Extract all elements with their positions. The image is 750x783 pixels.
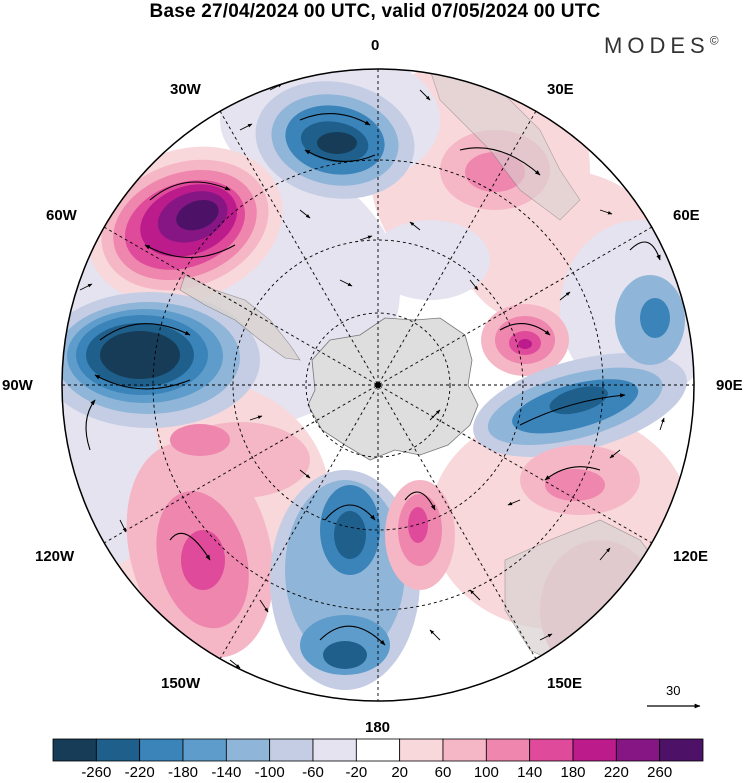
- logo-copyright-mark: ©: [709, 33, 719, 48]
- lon-label-120e: 120E: [673, 548, 709, 565]
- lon-label-120w: 120W: [35, 548, 75, 565]
- colorbar-tick-label: 220: [603, 764, 629, 781]
- south-pole-marker: [375, 382, 381, 388]
- colorbar-tick-label: 100: [473, 764, 499, 781]
- colorbar-swatch: [572, 738, 617, 762]
- colorbar-tick-label: -60: [302, 764, 324, 781]
- colorbar-tick-label: -140: [211, 764, 242, 781]
- lon-label-30w: 30W: [170, 81, 201, 98]
- colorbar-swatch: [139, 738, 184, 762]
- colorbar-swatch: [225, 738, 271, 762]
- colorbar-tick-label: -260: [81, 764, 112, 781]
- lon-label-180: 180: [365, 719, 391, 736]
- colorbar: [52, 738, 704, 762]
- reference-vector-label: 30: [666, 683, 681, 698]
- colorbar-swatch: [182, 738, 227, 762]
- colorbar-tick-label: -20: [345, 764, 368, 781]
- modes-logo: MODES©: [604, 33, 719, 59]
- colorbar-swatch: [442, 738, 487, 762]
- colorbar-tick-label: -100: [254, 764, 285, 781]
- lon-label-90w: 90W: [2, 377, 33, 394]
- lon-label-150w: 150W: [161, 675, 201, 692]
- colorbar-tick-label: -180: [167, 764, 199, 781]
- map-title: Base 27/04/2024 00 UTC, valid 07/05/2024…: [149, 1, 601, 22]
- colorbar-swatch: [355, 738, 401, 762]
- colorbar-swatch: [529, 738, 574, 762]
- colorbar-tick-label: 140: [517, 764, 543, 781]
- lon-label-30e: 30E: [547, 81, 574, 98]
- colorbar-swatch: [659, 738, 704, 762]
- colorbar-tick-label: -220: [124, 764, 155, 781]
- anomaly-field: [62, 69, 694, 701]
- lon-label-60w: 60W: [46, 207, 77, 224]
- colorbar-tick-label: 260: [647, 764, 673, 781]
- colorbar-swatch: [615, 738, 661, 762]
- colorbar-swatch: [485, 738, 531, 762]
- colorbar-swatch: [95, 738, 141, 762]
- lon-label-90e: 90E: [716, 377, 743, 394]
- lon-label-60e: 60E: [673, 207, 700, 224]
- colorbar-swatch: [312, 738, 357, 762]
- colorbar-swatch: [52, 738, 97, 762]
- lon-label-0: 0: [371, 37, 380, 54]
- lon-label-150e: 150E: [547, 675, 583, 692]
- colorbar-tick-label: 20: [391, 764, 408, 781]
- logo-text: MODES: [604, 33, 710, 58]
- colorbar-swatch: [399, 738, 444, 762]
- colorbar-tick-label: 60: [434, 764, 452, 781]
- map-boundary: [61, 68, 695, 702]
- colorbar-swatch: [269, 738, 314, 762]
- colorbar-tick-label: 180: [560, 764, 586, 781]
